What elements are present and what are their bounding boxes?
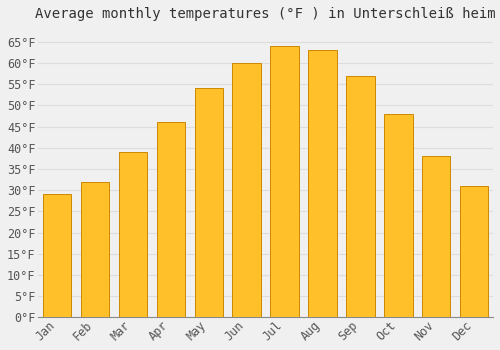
Bar [119,152,147,317]
Bar [460,186,488,317]
Title: Average monthly temperatures (°F ) in Unterschleiß heim: Average monthly temperatures (°F ) in Un… [36,7,496,21]
Bar [384,114,412,317]
Bar [156,122,185,317]
Bar [346,76,374,317]
Bar [422,156,450,317]
Bar [308,50,336,317]
Bar [81,182,110,317]
Bar [232,63,261,317]
Bar [270,46,299,317]
Bar [194,89,223,317]
Bar [43,194,72,317]
